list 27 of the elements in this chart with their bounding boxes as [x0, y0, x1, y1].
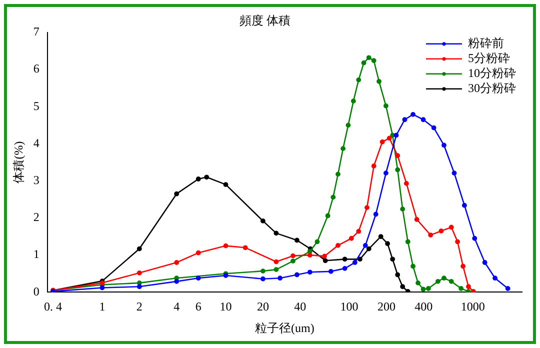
y-tick-label: 6 [33, 62, 40, 76]
x-tick-label: 100 [340, 300, 358, 314]
y-tick-label: 4 [33, 136, 40, 150]
chart-title: 頻度 体積 [240, 13, 290, 28]
x-axis-title: 粒子径(um) [255, 320, 314, 335]
y-axis-title: 体積(%) [11, 141, 26, 184]
x-tick-label: 0. 4 [44, 300, 62, 314]
y-tick-label: 1 [33, 247, 40, 262]
legend-label: 10分粉砕 [468, 66, 516, 80]
x-tick-label: 40 [294, 300, 306, 314]
x-tick-label: 4 [174, 300, 180, 314]
y-tick-label: 0 [33, 284, 40, 298]
y-tick-label: 2 [33, 210, 40, 224]
x-tick-label: 200 [377, 300, 396, 314]
legend-label: 粉砕前 [468, 36, 504, 50]
x-tick-label: 1000 [460, 300, 485, 314]
legend-label: 5分粉砕 [468, 51, 510, 66]
y-tick-label: 3 [33, 173, 40, 188]
x-tick-label: 10 [220, 300, 232, 314]
y-tick-label: 7 [33, 24, 40, 39]
x-tick-label: 1 [99, 300, 106, 314]
x-tick-label: 6 [195, 300, 202, 314]
x-tick-label: 2 [136, 300, 142, 314]
x-tick-label: 400 [414, 300, 433, 314]
y-tick-label: 5 [33, 98, 40, 113]
legend-label: 30分粉砕 [468, 81, 516, 96]
x-tick-label: 20 [256, 300, 269, 314]
